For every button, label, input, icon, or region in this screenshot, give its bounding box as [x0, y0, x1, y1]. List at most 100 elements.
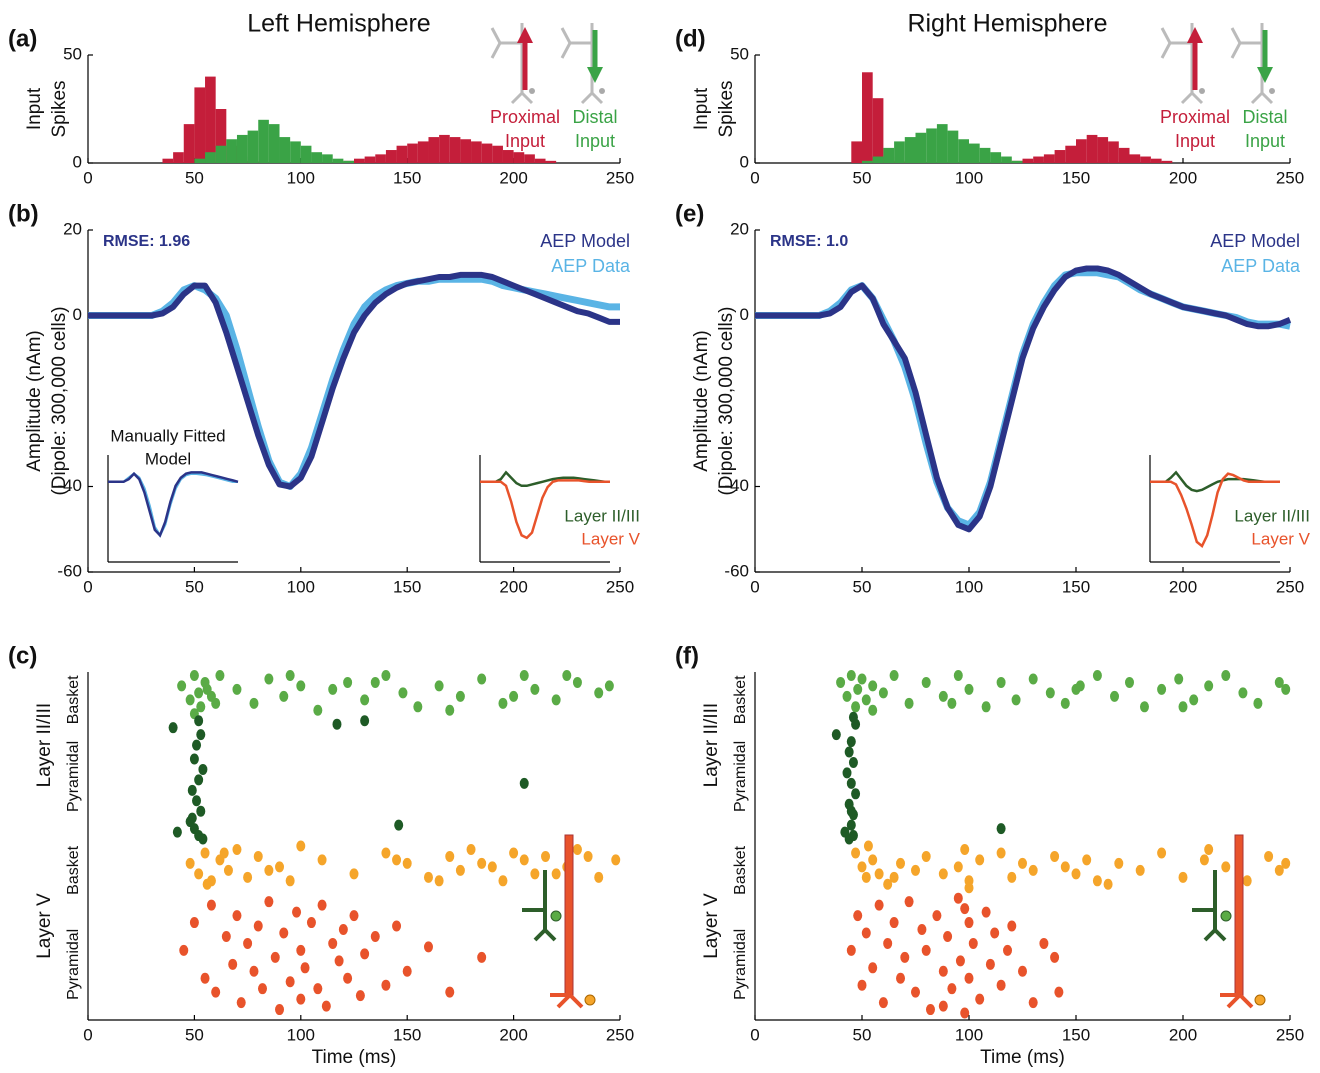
spike	[1157, 847, 1167, 859]
spike	[889, 871, 899, 883]
neuron-branch	[490, 42, 502, 59]
spike	[434, 680, 444, 692]
histogram-bar	[354, 158, 365, 163]
spike	[868, 680, 878, 692]
histogram-bar	[492, 145, 503, 163]
spike	[562, 669, 572, 681]
inset-trace	[108, 472, 238, 538]
spike	[1039, 937, 1049, 949]
histogram-bar	[979, 147, 991, 163]
spike	[279, 690, 289, 702]
spike	[1028, 997, 1038, 1009]
legend-entry: Distal Input	[572, 107, 617, 151]
spike	[857, 861, 867, 873]
neuron-branch	[1160, 42, 1172, 59]
population-label: Pyramidal	[65, 741, 82, 812]
x-tick-label: 250	[1276, 1025, 1304, 1044]
histogram-bar	[1097, 137, 1109, 163]
histogram-bar	[1076, 139, 1087, 163]
spike	[851, 718, 861, 730]
spike	[296, 944, 306, 956]
histogram-bar	[1161, 160, 1173, 163]
spike	[168, 722, 178, 734]
spike	[392, 920, 402, 932]
inset-trace	[480, 470, 610, 488]
neuron-branch	[1230, 27, 1242, 44]
population-label: Basket	[65, 675, 82, 724]
histogram-bar	[343, 160, 354, 163]
spike	[445, 704, 455, 716]
spike	[1274, 676, 1284, 688]
spike	[846, 669, 856, 681]
spike	[1281, 683, 1291, 695]
icon-branch	[543, 928, 557, 942]
spike	[904, 697, 914, 709]
spike	[846, 777, 856, 789]
y-axis-label: (Dipole: 300,000 cells)	[716, 306, 737, 495]
spike	[455, 864, 465, 876]
histogram-bar	[915, 132, 927, 163]
spike	[275, 861, 285, 873]
spike	[846, 736, 856, 748]
population-label: Pyramidal	[732, 929, 749, 1000]
x-tick-label: 0	[83, 1025, 92, 1044]
spike	[270, 951, 280, 963]
spike	[402, 965, 412, 977]
y-axis-label: Amplitude (nAm)	[691, 330, 712, 472]
legend-entry: Proximal Input	[490, 107, 560, 151]
neuron-branch	[1250, 91, 1264, 105]
x-tick-label: 100	[955, 168, 983, 187]
inset-trace	[108, 471, 239, 538]
arrow-head	[517, 27, 533, 43]
spike	[960, 843, 970, 855]
spike	[1189, 694, 1199, 706]
neuron-branch	[1180, 91, 1194, 105]
histogram-bar	[173, 152, 184, 163]
histogram-bar	[481, 143, 493, 163]
histogram-bar	[332, 158, 344, 163]
histogram-bar	[194, 87, 206, 163]
x-tick-label: 150	[393, 168, 421, 187]
spike	[1054, 986, 1064, 998]
spike	[964, 917, 974, 929]
spike	[1199, 854, 1209, 866]
neuron-branch	[560, 42, 572, 59]
x-tick-label: 100	[955, 577, 983, 596]
histogram-bar	[439, 134, 450, 163]
histogram-bar	[205, 76, 216, 163]
y-axis-label: Input	[691, 87, 712, 130]
spike	[317, 854, 327, 866]
spike	[189, 753, 199, 765]
spike	[1003, 944, 1013, 956]
spike	[232, 843, 242, 855]
spike	[851, 847, 861, 859]
spike	[842, 767, 852, 779]
spike	[883, 878, 893, 890]
spike	[1045, 687, 1055, 699]
y-tick-label: 0	[73, 305, 82, 324]
histogram-bar	[872, 98, 884, 163]
legend-entry: AEP Model	[1210, 231, 1300, 251]
x-tick-label: 200	[1169, 168, 1197, 187]
spike	[185, 857, 195, 869]
spike	[848, 756, 858, 768]
inset-legend-entry: Layer V	[581, 529, 640, 548]
spike	[938, 690, 948, 702]
spike	[604, 680, 614, 692]
input-arrow	[517, 27, 533, 90]
histogram-bar	[862, 72, 873, 163]
legend-entry: AEP Data	[1221, 256, 1301, 276]
spike	[1178, 701, 1188, 713]
spike	[1007, 920, 1017, 932]
x-tick-label: 250	[606, 168, 634, 187]
icon-branch	[568, 993, 584, 1009]
icon-soma	[1254, 994, 1266, 1006]
annotation: RMSE: 1.0	[770, 233, 848, 250]
histogram-bar	[936, 124, 948, 163]
spike	[519, 854, 529, 866]
spike	[370, 930, 380, 942]
spike	[328, 683, 338, 695]
spike	[975, 993, 985, 1005]
spike	[187, 812, 197, 824]
spike	[1264, 850, 1274, 862]
